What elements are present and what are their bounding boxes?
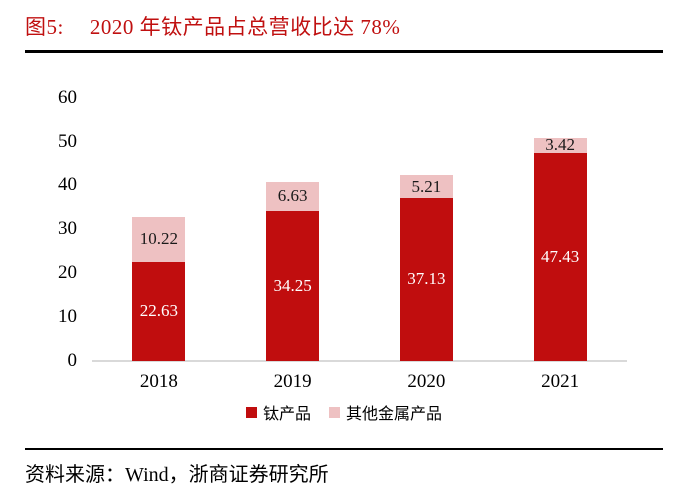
- x-axis-category-label: 2018: [139, 371, 178, 392]
- bar-value-label: 6.63: [277, 186, 308, 206]
- y-axis-tick-label: 60: [58, 86, 77, 108]
- footer-divider: [25, 448, 663, 450]
- y-axis-tick-label: 40: [58, 174, 77, 196]
- bar-value-label: 5.21: [411, 176, 442, 196]
- source-note: 资料来源：Wind，浙商证券研究所: [25, 464, 329, 486]
- legend-item: 钛产品: [245, 400, 311, 424]
- legend-swatch: [245, 406, 257, 418]
- bar-segment: 10.22: [132, 216, 186, 262]
- y-axis-tick-label: 10: [58, 306, 77, 328]
- bar-segment: 34.25: [266, 210, 320, 361]
- legend-swatch: [329, 406, 340, 418]
- bar-segment: 37.13: [399, 197, 453, 361]
- figure-header: 图5: 2020 年钛产品占总营收比达 78%: [25, 11, 400, 41]
- bar-segment: 22.63: [132, 261, 186, 361]
- figure-label: 图5:: [25, 15, 64, 39]
- y-axis-tick-label: 20: [58, 262, 77, 284]
- x-axis-line: [92, 360, 627, 362]
- chart-legend: 钛产品 其他金属产品: [0, 400, 688, 424]
- x-axis-category-label: 2020: [407, 371, 446, 392]
- legend-item: 其他金属产品: [329, 400, 442, 424]
- x-axis-category-label: 2019: [273, 371, 312, 392]
- bar-value-label: 37.13: [407, 269, 446, 289]
- legend-label: 钛产品: [262, 406, 311, 423]
- y-axis-tick-label: 0: [67, 350, 78, 371]
- figure-title: 2020 年钛产品占总营收比达 78%: [89, 15, 401, 39]
- bar-segment: 6.63: [266, 181, 320, 211]
- legend-label: 其他金属产品: [346, 406, 443, 423]
- y-axis-tick-label: 50: [58, 130, 77, 152]
- header-divider: [25, 50, 663, 53]
- x-axis-category-label: 2021: [541, 371, 580, 392]
- bar-segment: 5.21: [399, 175, 453, 198]
- bar-value-label: 3.42: [545, 135, 575, 155]
- bar-segment: 3.42: [533, 135, 587, 155]
- bar-value-label: 34.25: [273, 275, 312, 295]
- bar-value-label: 22.63: [139, 301, 178, 321]
- bar-value-label: 10.22: [139, 229, 178, 249]
- bar-value-label: 47.43: [541, 246, 580, 266]
- bar-segment: 47.43: [533, 152, 587, 361]
- y-axis-tick-label: 30: [58, 218, 77, 240]
